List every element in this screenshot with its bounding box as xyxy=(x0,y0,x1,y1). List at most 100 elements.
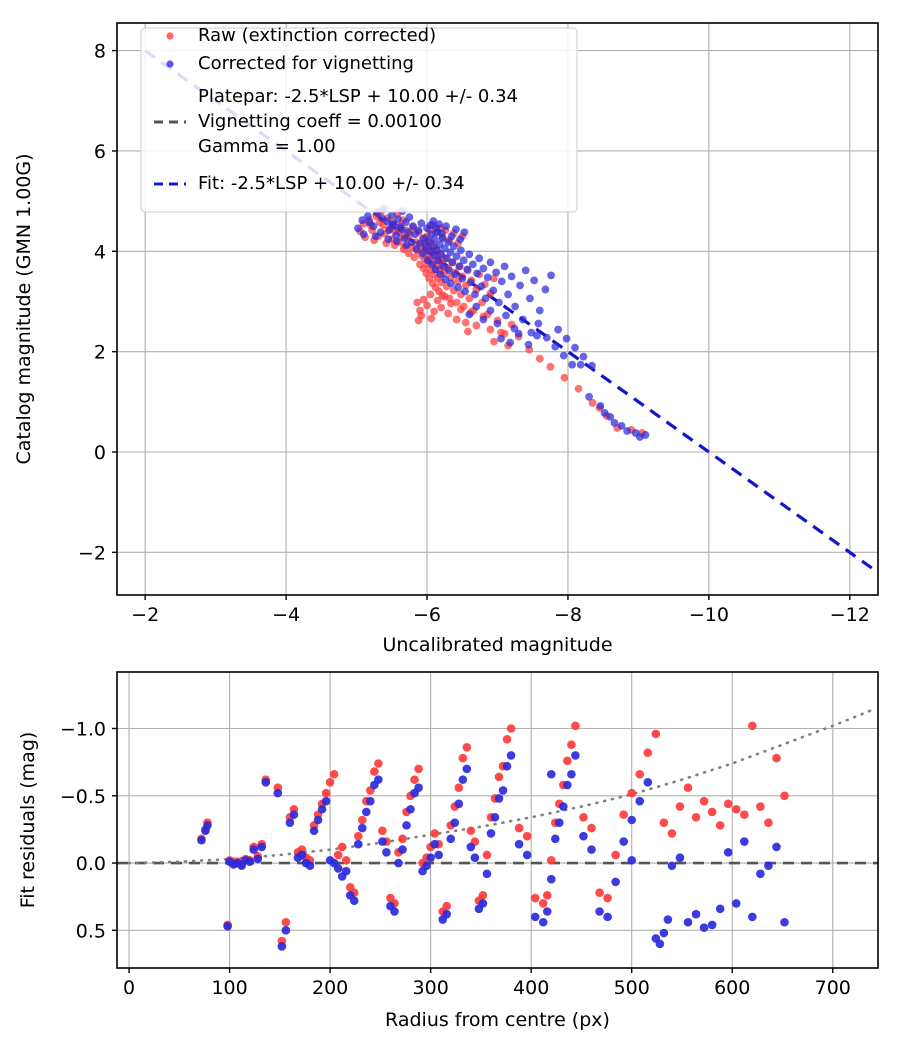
data-point xyxy=(506,338,515,347)
data-point xyxy=(434,256,443,265)
data-point xyxy=(435,220,443,229)
data-point xyxy=(691,909,701,919)
scatter-series-corrected xyxy=(354,204,650,441)
data-point xyxy=(595,888,604,897)
plot-content xyxy=(144,49,878,574)
data-point xyxy=(465,294,474,303)
data-point xyxy=(490,274,498,283)
data-point xyxy=(398,845,407,854)
data-point xyxy=(627,788,637,798)
data-point xyxy=(588,398,597,407)
data-point xyxy=(623,427,632,435)
data-point xyxy=(472,302,481,311)
data-point xyxy=(362,807,371,817)
data-point xyxy=(450,818,460,827)
data-point xyxy=(497,277,506,286)
data-point xyxy=(691,813,701,822)
data-point xyxy=(305,861,315,871)
data-point xyxy=(502,311,510,320)
data-point xyxy=(610,419,619,427)
data-point xyxy=(390,907,399,916)
data-point xyxy=(422,861,431,871)
data-point xyxy=(329,769,339,779)
data-point xyxy=(441,275,450,284)
legend-entry[interactable]: Platepar: -2.5*LSP + 10.00 +/- 0.34 Vigne… xyxy=(154,86,518,157)
data-point xyxy=(412,245,421,254)
data-point xyxy=(571,751,580,760)
data-point xyxy=(477,282,486,291)
data-point xyxy=(430,235,439,244)
data-point xyxy=(740,837,749,846)
data-point xyxy=(452,225,460,234)
data-point xyxy=(494,794,504,803)
legend-entry[interactable]: Raw (extinction corrected) xyxy=(166,25,436,46)
data-point xyxy=(426,853,435,862)
data-point xyxy=(397,225,406,234)
data-point xyxy=(374,775,383,784)
data-point xyxy=(437,250,446,259)
data-point xyxy=(374,759,383,768)
data-point xyxy=(353,839,363,849)
data-point xyxy=(448,258,457,267)
data-point xyxy=(554,325,562,334)
data-point xyxy=(297,850,307,860)
plot-content xyxy=(117,708,878,951)
data-point xyxy=(277,942,287,951)
data-point xyxy=(560,373,569,382)
data-point xyxy=(349,896,359,906)
data-point xyxy=(493,319,502,328)
data-point xyxy=(442,909,452,919)
data-point xyxy=(587,823,596,833)
data-point xyxy=(470,853,480,862)
x-axis-label: Radius from centre (px) xyxy=(385,1009,610,1031)
data-point xyxy=(506,751,516,760)
data-point xyxy=(406,804,415,814)
data-point xyxy=(675,802,685,811)
legend-label: Vignetting coeff = 0.00100 xyxy=(198,111,442,132)
data-point xyxy=(667,829,677,838)
data-point xyxy=(579,831,588,841)
data-point xyxy=(579,352,588,361)
xtick-label: −8 xyxy=(554,604,582,626)
data-point xyxy=(253,854,263,864)
data-point xyxy=(707,920,717,930)
data-point xyxy=(524,340,533,349)
data-point xyxy=(437,229,446,238)
xtick-label: 200 xyxy=(312,977,348,999)
data-point xyxy=(635,433,644,441)
legend-entry[interactable]: Fit: -2.5*LSP + 10.00 +/- 0.34 xyxy=(154,173,465,194)
data-point xyxy=(498,786,508,795)
legend-marker-dot xyxy=(166,32,174,40)
data-point xyxy=(433,296,442,305)
data-point xyxy=(458,753,468,763)
data-point xyxy=(359,230,368,239)
data-point xyxy=(500,262,509,271)
data-point xyxy=(497,328,505,337)
data-point xyxy=(482,869,492,879)
data-point xyxy=(502,761,512,771)
data-point xyxy=(756,869,765,879)
data-point xyxy=(588,361,596,370)
data-point xyxy=(699,923,709,932)
data-point xyxy=(707,807,717,817)
data-point xyxy=(436,270,445,279)
ytick-label: 2 xyxy=(94,342,106,364)
x-axis-label: Uncalibrated magnitude xyxy=(382,634,612,656)
legend: Raw (extinction corrected) Corrected for … xyxy=(140,25,578,213)
data-point xyxy=(447,232,456,241)
legend-entry[interactable]: Corrected for vignetting xyxy=(166,53,414,74)
data-point xyxy=(463,265,472,274)
legend-label: Gamma = 1.00 xyxy=(198,136,336,157)
data-point xyxy=(223,921,232,931)
data-point xyxy=(514,823,524,833)
data-point xyxy=(479,315,488,324)
data-point xyxy=(325,778,335,787)
data-point xyxy=(486,258,495,267)
data-point xyxy=(333,864,343,873)
data-point xyxy=(731,804,741,814)
data-point xyxy=(394,215,403,224)
data-point xyxy=(447,299,455,308)
data-point xyxy=(460,228,469,237)
axes-frame xyxy=(116,671,879,969)
